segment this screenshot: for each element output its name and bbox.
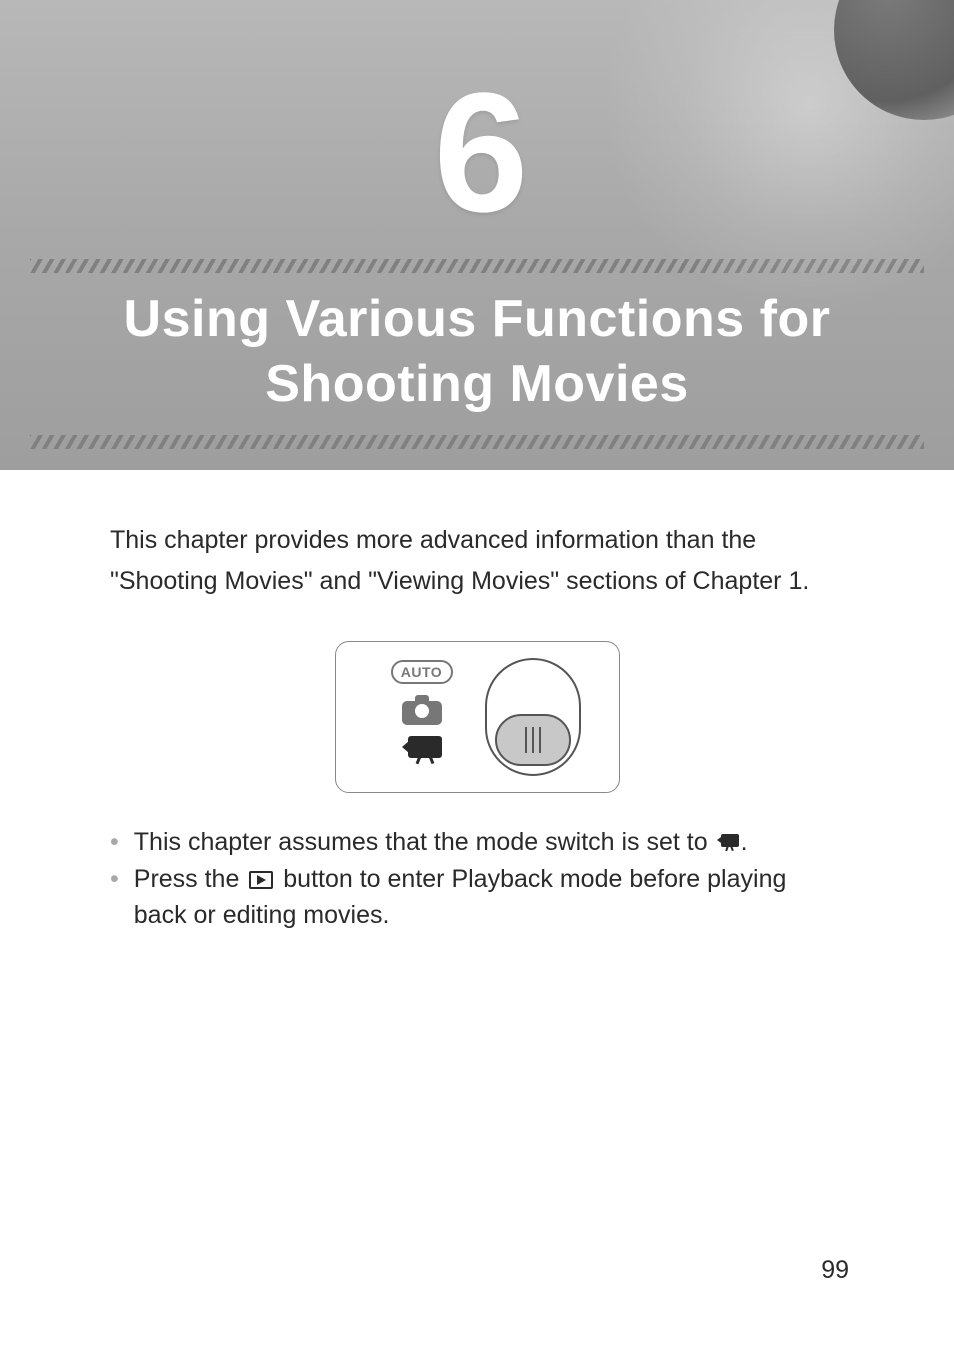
auto-mode-icon: AUTO [391,660,453,684]
list-item: • This chapter assumes that the mode swi… [110,825,844,861]
switch-knob [495,714,571,766]
playback-icon [249,871,273,889]
text-post: . [741,828,748,856]
mode-switch-diagram: AUTO [335,641,620,793]
list-item: • Press the button to enter Playback mod… [110,862,844,933]
text-pre: This chapter assumes that the mode switc… [134,828,715,856]
switch-track [485,658,581,776]
movie-icon [717,834,739,851]
bullet-marker: • [110,825,119,861]
diagram-wrapper: AUTO [0,641,954,793]
bullet-text-1: This chapter assumes that the mode switc… [134,825,748,861]
chapter-header: 6 Using Various Functions for Shooting M… [0,0,954,470]
page-number: 99 [821,1256,849,1285]
movie-mode-icon [402,736,442,764]
text-pre: Press the [134,865,247,893]
bullet-list: • This chapter assumes that the mode swi… [110,825,844,934]
intro-paragraph: This chapter provides more advanced info… [110,520,844,603]
bullet-marker: • [110,862,119,933]
photo-mode-icon [402,695,442,725]
divider-bottom [30,435,924,449]
mode-icons-column: AUTO [391,660,453,764]
bullet-text-2: Press the button to enter Playback mode … [134,862,844,933]
